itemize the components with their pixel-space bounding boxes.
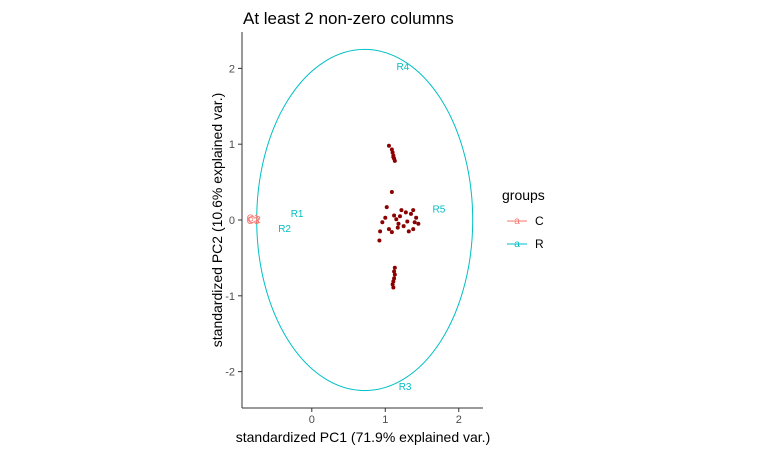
data-point xyxy=(391,285,396,290)
data-point xyxy=(403,210,408,215)
row-label: R5 xyxy=(433,204,446,215)
data-point xyxy=(392,276,397,281)
data-point xyxy=(392,213,397,218)
legend-label: C xyxy=(535,214,544,228)
data-point xyxy=(392,265,397,270)
legend-label: R xyxy=(535,237,544,251)
row-label: R3 xyxy=(399,382,412,393)
data-point xyxy=(395,225,400,230)
data-point xyxy=(392,272,397,277)
data-point xyxy=(377,238,382,243)
data-points xyxy=(377,143,421,290)
data-point xyxy=(391,279,396,284)
data-point xyxy=(383,215,388,220)
data-point xyxy=(392,269,397,274)
data-point xyxy=(384,205,389,210)
data-point xyxy=(411,227,416,232)
axes xyxy=(241,32,483,409)
column-label: C1 xyxy=(247,213,260,224)
data-point xyxy=(405,219,410,224)
data-point xyxy=(378,229,383,234)
data-point xyxy=(416,221,421,226)
data-point xyxy=(390,282,395,287)
y-tick-label: 1 xyxy=(229,139,235,151)
data-point xyxy=(380,220,385,225)
y-tick-label: 2 xyxy=(229,63,235,75)
legend-key-glyph: a xyxy=(514,239,520,250)
column-label: C3 xyxy=(247,216,260,227)
data-point xyxy=(408,211,413,216)
data-point xyxy=(390,150,395,155)
x-tick-label: 2 xyxy=(456,414,462,426)
x-axis-ticks: 0 1 2 xyxy=(309,408,462,426)
y-tick-label: 0 xyxy=(229,215,235,227)
data-point xyxy=(389,189,394,194)
data-point xyxy=(391,155,396,160)
data-point xyxy=(394,217,399,222)
data-point xyxy=(401,224,406,229)
x-tick-label: 0 xyxy=(309,414,315,426)
data-point xyxy=(406,229,411,234)
legend-title: groups xyxy=(502,187,545,203)
data-point xyxy=(414,215,419,220)
y-tick-label: -2 xyxy=(225,367,235,379)
legend-key-glyph: a xyxy=(514,216,520,227)
y-axis-title: standardized PC2 (10.6% explained var.) xyxy=(209,93,225,347)
data-point xyxy=(386,143,391,148)
data-point xyxy=(412,220,417,225)
data-point xyxy=(389,147,394,152)
row-label: R1 xyxy=(291,209,304,220)
correlation-circle xyxy=(256,48,474,392)
y-tick-label: -1 xyxy=(225,291,235,303)
data-point xyxy=(386,227,391,232)
data-point xyxy=(389,230,394,235)
data-point xyxy=(392,158,397,163)
data-point xyxy=(396,221,401,226)
chart-title: At least 2 non-zero columns xyxy=(243,9,454,28)
row-label: R2 xyxy=(278,224,291,235)
x-axis-title: standardized PC1 (71.9% explained var.) xyxy=(236,429,490,445)
row-label: R4 xyxy=(397,62,410,73)
column-label: C2 xyxy=(248,215,261,226)
data-point xyxy=(397,214,402,219)
correlation-circle-group xyxy=(256,48,474,392)
y-axis-ticks: -2 -1 0 1 2 xyxy=(225,63,242,379)
data-point xyxy=(411,208,416,213)
data-point xyxy=(399,208,404,213)
legend: groups a Ca R xyxy=(502,187,545,251)
x-tick-label: 1 xyxy=(382,414,388,426)
